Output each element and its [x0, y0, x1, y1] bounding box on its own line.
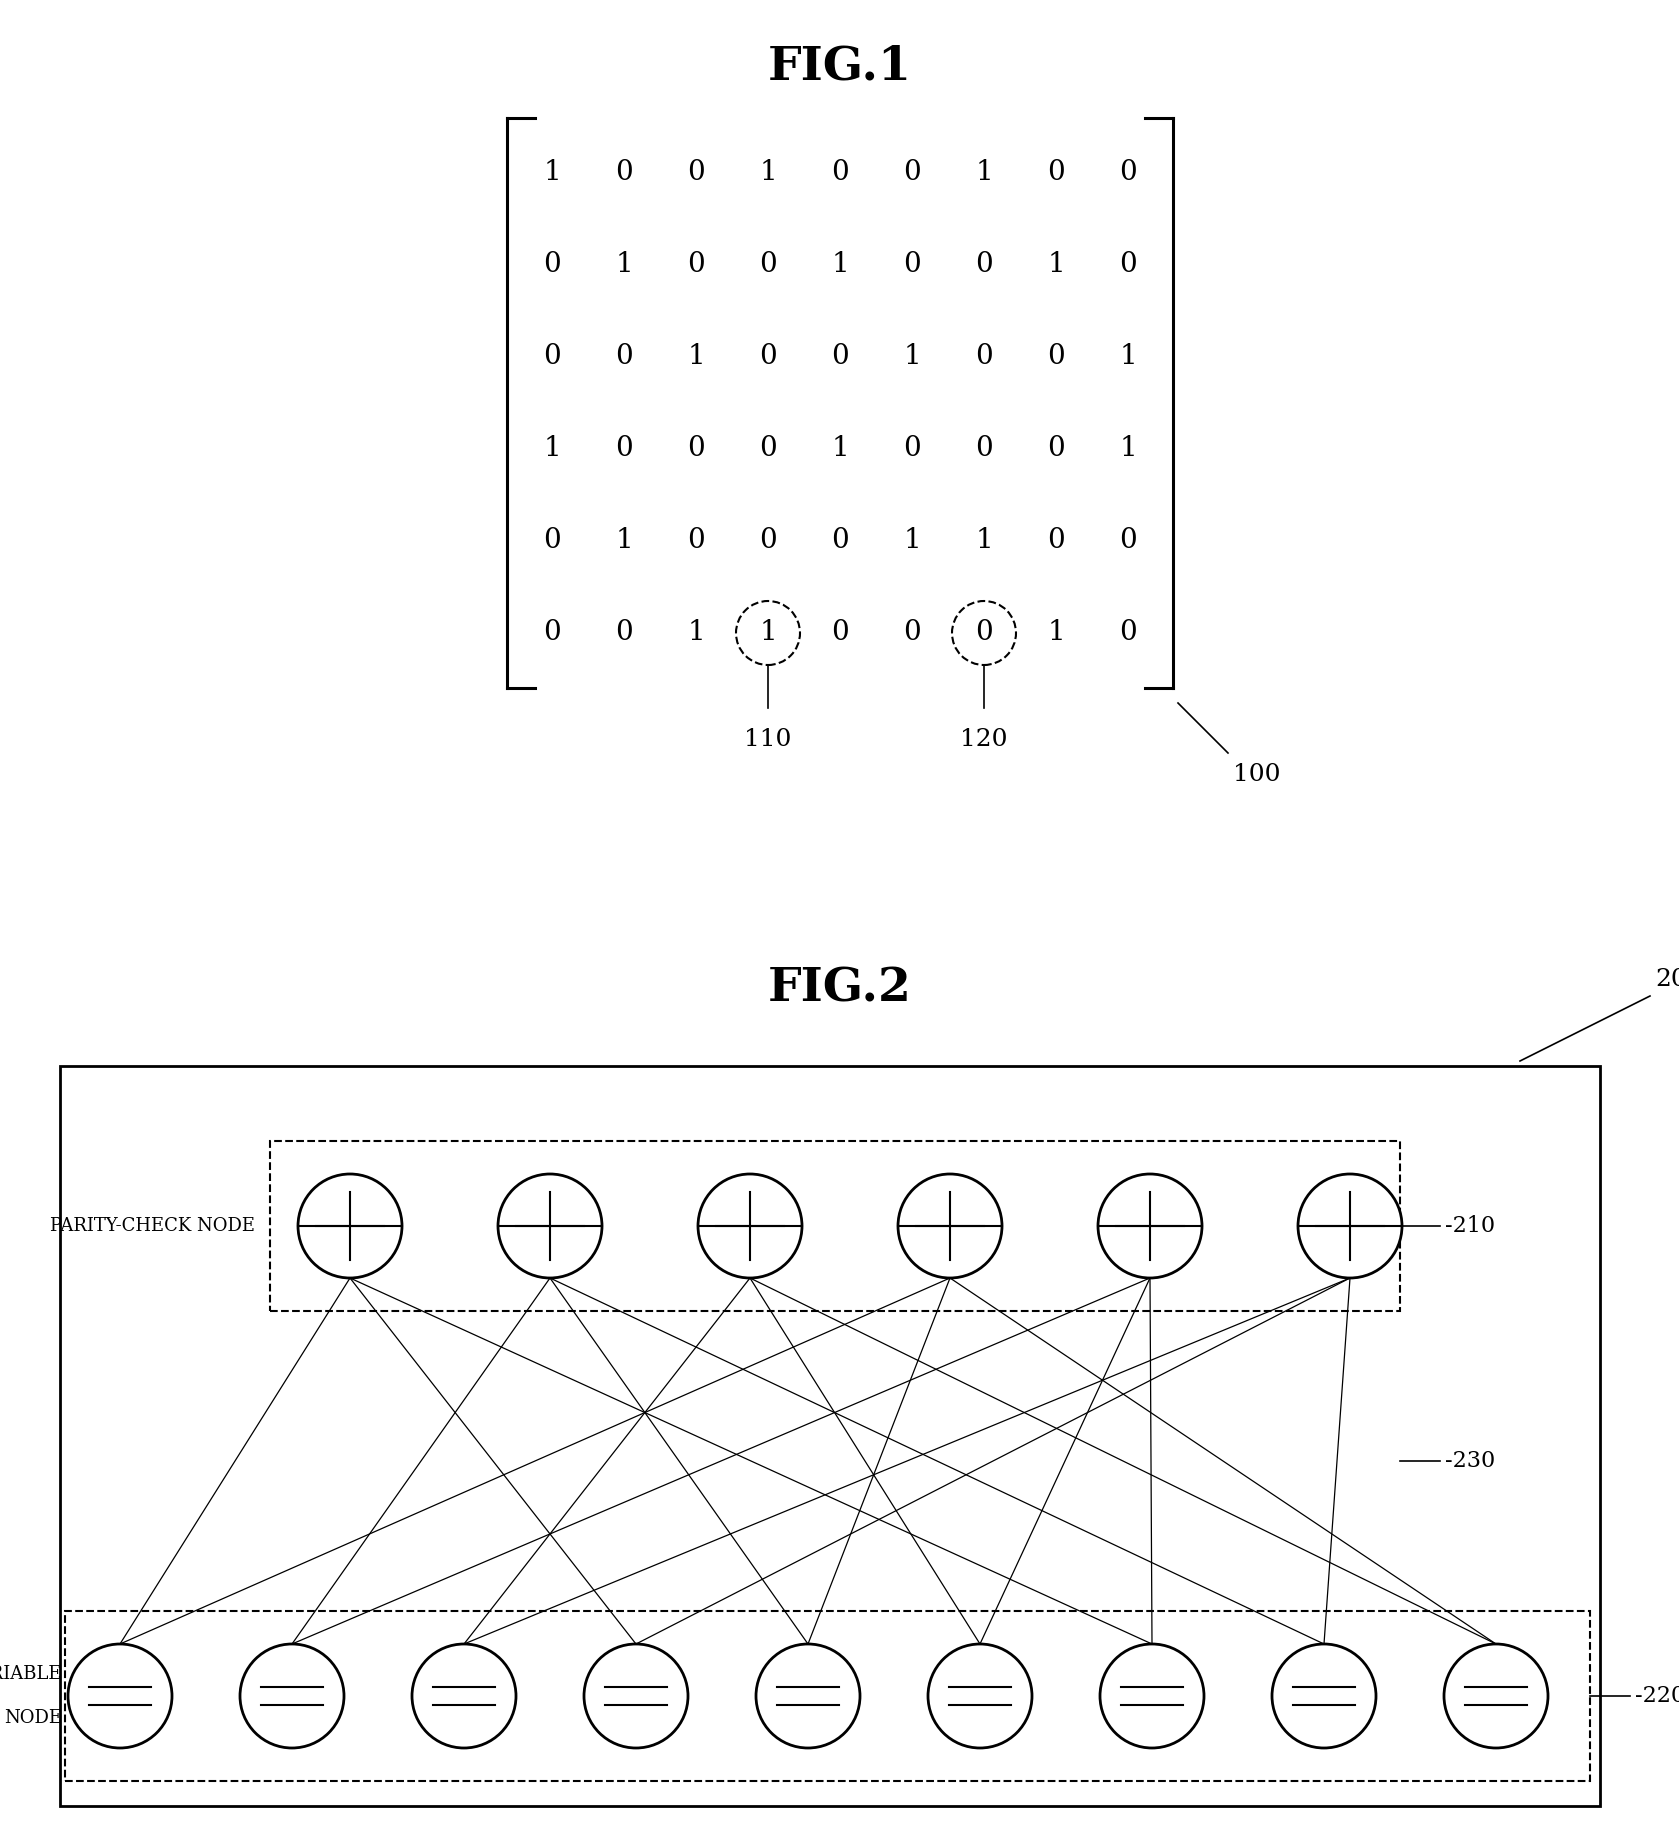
Text: 0: 0: [1048, 343, 1064, 371]
Text: 0: 0: [1120, 159, 1137, 186]
Text: 1: 1: [615, 251, 633, 279]
Text: 0: 0: [903, 436, 920, 463]
Text: 0: 0: [831, 620, 850, 646]
Text: -220: -220: [1635, 1685, 1679, 1708]
Text: 1: 1: [1120, 343, 1137, 371]
Circle shape: [411, 1645, 515, 1748]
Text: 1: 1: [687, 343, 705, 371]
Bar: [270, 1141, 1400, 1311]
Text: 0: 0: [1120, 620, 1137, 646]
Text: 1: 1: [975, 528, 992, 554]
Text: FIG.1: FIG.1: [767, 42, 912, 89]
Text: VARIABLE: VARIABLE: [0, 1665, 62, 1684]
Text: 0: 0: [759, 528, 777, 554]
Text: 1: 1: [831, 436, 850, 463]
Text: -210: -210: [1446, 1215, 1494, 1237]
Text: 0: 0: [759, 436, 777, 463]
Circle shape: [898, 1174, 1002, 1277]
Text: 0: 0: [542, 620, 561, 646]
Text: 1: 1: [903, 343, 920, 371]
Text: 1: 1: [903, 528, 920, 554]
Text: 0: 0: [1048, 159, 1064, 186]
Text: 0: 0: [1120, 251, 1137, 279]
Text: 0: 0: [687, 436, 705, 463]
Text: 0: 0: [831, 528, 850, 554]
Text: 0: 0: [687, 528, 705, 554]
Circle shape: [1444, 1645, 1548, 1748]
Text: 0: 0: [831, 343, 850, 371]
Text: 0: 0: [759, 343, 777, 371]
Circle shape: [499, 1174, 603, 1277]
Circle shape: [584, 1645, 688, 1748]
Text: 100: 100: [1232, 762, 1281, 786]
Text: 1: 1: [759, 159, 777, 186]
Circle shape: [698, 1174, 803, 1277]
Text: 0: 0: [1048, 436, 1064, 463]
Text: 0: 0: [687, 251, 705, 279]
Text: 0: 0: [1048, 528, 1064, 554]
Text: 0: 0: [759, 251, 777, 279]
Text: 0: 0: [542, 343, 561, 371]
Text: 1: 1: [831, 251, 850, 279]
Circle shape: [756, 1645, 860, 1748]
Circle shape: [1100, 1645, 1204, 1748]
Circle shape: [240, 1645, 344, 1748]
Text: PARITY-CHECK NODE: PARITY-CHECK NODE: [50, 1217, 255, 1235]
Text: 0: 0: [542, 251, 561, 279]
Text: 0: 0: [903, 251, 920, 279]
Text: 0: 0: [1120, 528, 1137, 554]
Bar: [65, 1612, 1590, 1781]
Text: 110: 110: [744, 727, 792, 751]
Text: 0: 0: [903, 620, 920, 646]
Text: 0: 0: [975, 620, 992, 646]
Text: 0: 0: [975, 251, 992, 279]
Text: 0: 0: [615, 343, 633, 371]
Circle shape: [1098, 1174, 1202, 1277]
Text: 0: 0: [615, 436, 633, 463]
Text: 0: 0: [831, 159, 850, 186]
Text: 0: 0: [615, 620, 633, 646]
Text: 0: 0: [542, 528, 561, 554]
Circle shape: [69, 1645, 171, 1748]
Circle shape: [297, 1174, 401, 1277]
Text: 1: 1: [1120, 436, 1137, 463]
Text: -230: -230: [1446, 1449, 1496, 1471]
Bar: [60, 1065, 1600, 1805]
Text: 0: 0: [975, 343, 992, 371]
Text: 0: 0: [615, 159, 633, 186]
Circle shape: [1298, 1174, 1402, 1277]
Text: 1: 1: [975, 159, 992, 186]
Text: 0: 0: [903, 159, 920, 186]
Circle shape: [928, 1645, 1033, 1748]
Text: 0: 0: [975, 436, 992, 463]
Text: 1: 1: [1048, 251, 1064, 279]
Text: NODE: NODE: [3, 1709, 62, 1728]
Text: FIG.2: FIG.2: [767, 965, 912, 1012]
Text: 1: 1: [542, 436, 561, 463]
Circle shape: [1273, 1645, 1377, 1748]
Text: 120: 120: [960, 727, 1007, 751]
Text: 1: 1: [1048, 620, 1064, 646]
Text: 200: 200: [1655, 967, 1679, 991]
Text: 1: 1: [759, 620, 777, 646]
Text: 1: 1: [542, 159, 561, 186]
Text: 1: 1: [615, 528, 633, 554]
Text: 0: 0: [687, 159, 705, 186]
Text: 1: 1: [687, 620, 705, 646]
